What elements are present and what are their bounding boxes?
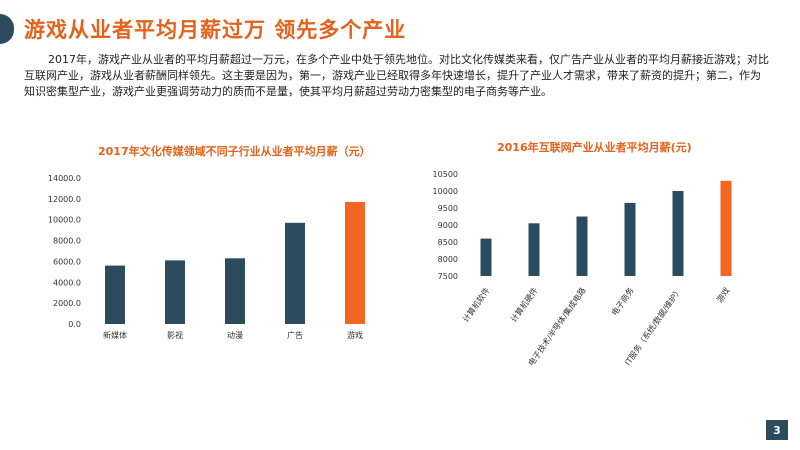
bar-5 xyxy=(720,180,732,276)
y-tick-label: 7500 xyxy=(438,272,458,281)
y-tick-label: 12000.0 xyxy=(48,195,81,204)
y-tick-label: 9500 xyxy=(438,204,458,213)
bar-0 xyxy=(105,265,125,324)
bar-4 xyxy=(672,191,684,276)
y-tick-label: 10000.0 xyxy=(48,216,81,225)
x-tick-label: 动漫 xyxy=(227,330,243,340)
page-title: 游戏从业者平均月薪过万 领先多个产业 xyxy=(24,18,407,42)
bar-3 xyxy=(285,222,305,324)
x-tick-label: 新媒体 xyxy=(103,330,127,340)
bar-1 xyxy=(528,223,540,276)
bar-4 xyxy=(345,201,365,324)
intro-paragraph: 2017年，游戏产业从业者的平均月薪超过一万元，在多个产业中处于领先地位。对比文… xyxy=(24,53,769,98)
y-tick-label: 8000 xyxy=(438,255,458,264)
chart2-internet-salary: 7500 8000 8500 9000 9500 10000 10500 计算机软件 计算机硬件… xyxy=(433,170,732,368)
bar-1 xyxy=(165,260,185,324)
x-tick-label: IT服务（系统/数据/维护） xyxy=(622,285,683,367)
title-accent-mark xyxy=(0,14,14,44)
x-tick-label: 影视 xyxy=(167,330,183,340)
y-tick-label: 8000.0 xyxy=(53,237,81,246)
chart2-title: 2016年互联网产业从业者平均月薪(元) xyxy=(497,141,692,154)
x-tick-label: 电子商务 xyxy=(609,285,636,317)
x-tick-label: 广告 xyxy=(287,330,303,340)
y-tick-label: 8500 xyxy=(438,238,458,247)
x-tick-label: 计算机软件 xyxy=(461,285,492,324)
bar-0 xyxy=(480,238,492,276)
title-bar: 游戏从业者平均月薪过万 领先多个产业 xyxy=(0,14,406,44)
x-tick-label: 游戏 xyxy=(714,285,731,304)
chart1-title: 2017年文化传媒领域不同子行业从业者平均月薪（元） xyxy=(98,145,371,158)
y-tick-label: 4000.0 xyxy=(53,278,81,287)
y-tick-label: 14000.0 xyxy=(48,174,81,183)
y-tick-label: 10000 xyxy=(433,187,458,196)
x-tick-label: 游戏 xyxy=(347,330,363,340)
chart1-culture-media-salary: 0.0 2000.0 4000.0 6000.0 8000.0 10000.0 12000.… xyxy=(48,174,365,340)
x-tick-label: 计算机硬件 xyxy=(509,285,540,324)
y-tick-label: 6000.0 xyxy=(53,257,81,266)
y-tick-label: 2000.0 xyxy=(53,299,81,308)
y-tick-label: 0.0 xyxy=(68,320,81,329)
page-number: 3 xyxy=(766,420,788,440)
y-tick-label: 9000 xyxy=(438,221,458,230)
bar-2 xyxy=(225,258,245,324)
bar-3 xyxy=(624,202,636,276)
bar-2 xyxy=(576,216,588,276)
y-tick-label: 10500 xyxy=(433,170,458,179)
x-tick-label: 电子技术/半导体/集成电路 xyxy=(526,285,588,367)
